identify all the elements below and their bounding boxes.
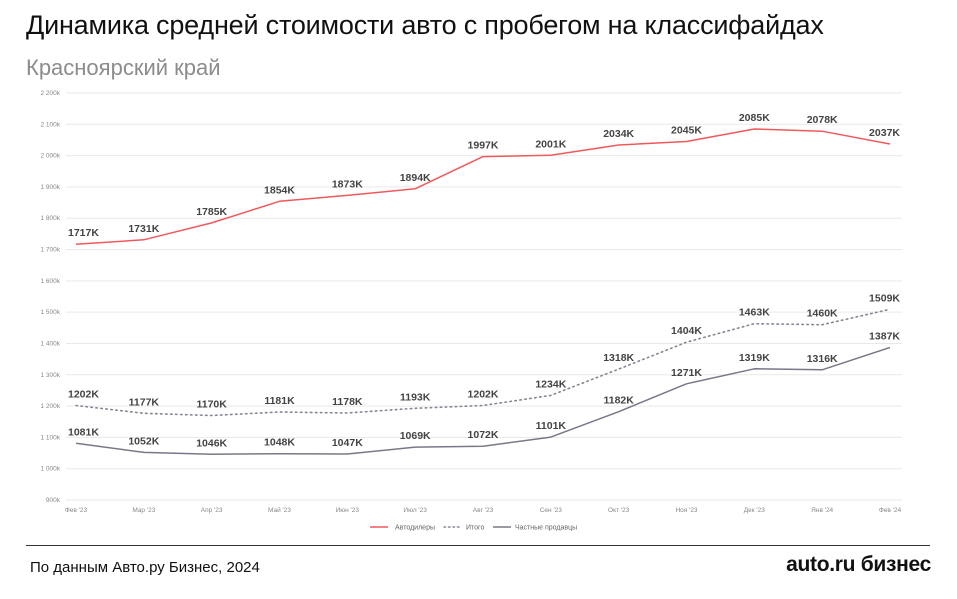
- data-label-private: 1101K: [536, 420, 567, 432]
- data-label-total: 1404K: [671, 325, 702, 337]
- data-label-dealers: 2001K: [535, 138, 566, 150]
- footer-source: По данным Авто.ру Бизнес, 2024: [30, 559, 260, 576]
- legend-label-private: Частные продавцы: [515, 525, 577, 532]
- data-label-dealers: 2085K: [739, 112, 770, 124]
- y-tick-label: 2 200k: [40, 90, 60, 97]
- legend-label-dealers: Автодилеры: [395, 525, 435, 532]
- data-label-dealers: 1731K: [128, 223, 159, 235]
- x-tick-label: Июл '23: [403, 507, 427, 514]
- y-tick-label: 1 400k: [40, 340, 60, 347]
- footer-divider: [26, 545, 930, 546]
- data-label-private: 1182K: [603, 395, 634, 407]
- x-tick-label: Окт '23: [608, 507, 630, 514]
- data-label-private: 1081K: [68, 426, 99, 438]
- data-label-private: 1387K: [869, 331, 900, 343]
- x-tick-label: Мар '23: [132, 507, 155, 514]
- data-label-total: 1202K: [68, 388, 99, 400]
- y-tick-label: 900k: [46, 497, 61, 504]
- y-tick-label: 1 300k: [40, 372, 60, 379]
- x-tick-label: Июн '23: [336, 507, 360, 514]
- y-tick-label: 1 700k: [40, 247, 60, 254]
- data-label-total: 1318K: [603, 352, 634, 364]
- data-label-private: 1316K: [807, 353, 838, 365]
- data-label-total: 1170K: [196, 398, 227, 410]
- y-tick-label: 1 600k: [40, 278, 60, 285]
- legend-label-total: Итого: [466, 525, 484, 532]
- data-label-private: 1046K: [196, 437, 227, 449]
- chart-subtitle: Красноярский край: [26, 55, 221, 80]
- x-tick-label: Фев '24: [879, 507, 902, 514]
- data-label-total: 1509K: [869, 292, 900, 304]
- data-label-total: 1460K: [807, 308, 838, 320]
- data-label-dealers: 1873K: [332, 178, 363, 190]
- data-label-dealers: 1717K: [68, 227, 99, 239]
- data-label-total: 1202K: [468, 388, 499, 400]
- data-label-dealers: 2078K: [807, 114, 838, 126]
- series-line-private: [75, 346, 891, 456]
- data-label-total: 1234K: [535, 378, 566, 390]
- y-tick-label: 2 000k: [40, 153, 60, 160]
- data-label-dealers: 1894K: [400, 172, 431, 184]
- y-tick-label: 1 200k: [40, 403, 60, 410]
- data-label-total: 1181K: [264, 395, 295, 407]
- y-tick-label: 1 000k: [40, 466, 60, 473]
- brand-logo: auto.ru бизнес: [786, 553, 931, 576]
- data-label-dealers: 1854K: [264, 184, 295, 196]
- y-tick-label: 1 500k: [40, 309, 60, 316]
- x-tick-label: Дек '23: [744, 507, 766, 514]
- data-label-dealers: 2034K: [603, 128, 634, 140]
- x-tick-label: Май '23: [268, 506, 291, 514]
- y-tick-label: 1 100k: [40, 434, 60, 441]
- x-tick-label: Апр '23: [201, 507, 223, 514]
- data-label-private: 1047K: [332, 437, 363, 449]
- y-tick-label: 1 900k: [40, 184, 60, 191]
- data-label-dealers: 1997K: [468, 140, 499, 152]
- data-label-dealers: 1785K: [196, 206, 227, 218]
- data-label-total: 1193K: [400, 391, 431, 403]
- x-tick-label: Ноя '23: [675, 507, 697, 514]
- data-label-total: 1178K: [332, 396, 363, 408]
- x-tick-label: Авг '23: [473, 507, 494, 514]
- x-tick-label: Фев '23: [65, 507, 88, 514]
- line-chart: 900k 1 000k 1 100k 1 200k 1 300k 1 400k 1 500k…: [40, 90, 902, 532]
- data-label-total: 1463K: [739, 307, 770, 319]
- x-tick-label: Янв '24: [811, 507, 833, 514]
- data-label-dealers: 2045K: [671, 125, 702, 137]
- data-label-total: 1177K: [129, 396, 160, 408]
- data-label-private: 1069K: [400, 430, 431, 442]
- data-label-dealers: 2037K: [869, 127, 900, 139]
- y-tick-label: 2 100k: [40, 121, 60, 128]
- data-label-private: 1052K: [128, 435, 159, 447]
- series-line-total: [75, 308, 891, 417]
- data-label-private: 1319K: [739, 352, 770, 364]
- data-label-private: 1271K: [671, 367, 702, 379]
- series-line-dealers: [75, 128, 891, 245]
- y-tick-label: 1 800k: [40, 215, 60, 222]
- chart-title: Динамика средней стоимости авто с пробег…: [26, 10, 824, 40]
- x-tick-label: Сен '23: [540, 507, 563, 514]
- data-label-private: 1048K: [264, 437, 295, 449]
- data-label-private: 1072K: [468, 429, 499, 441]
